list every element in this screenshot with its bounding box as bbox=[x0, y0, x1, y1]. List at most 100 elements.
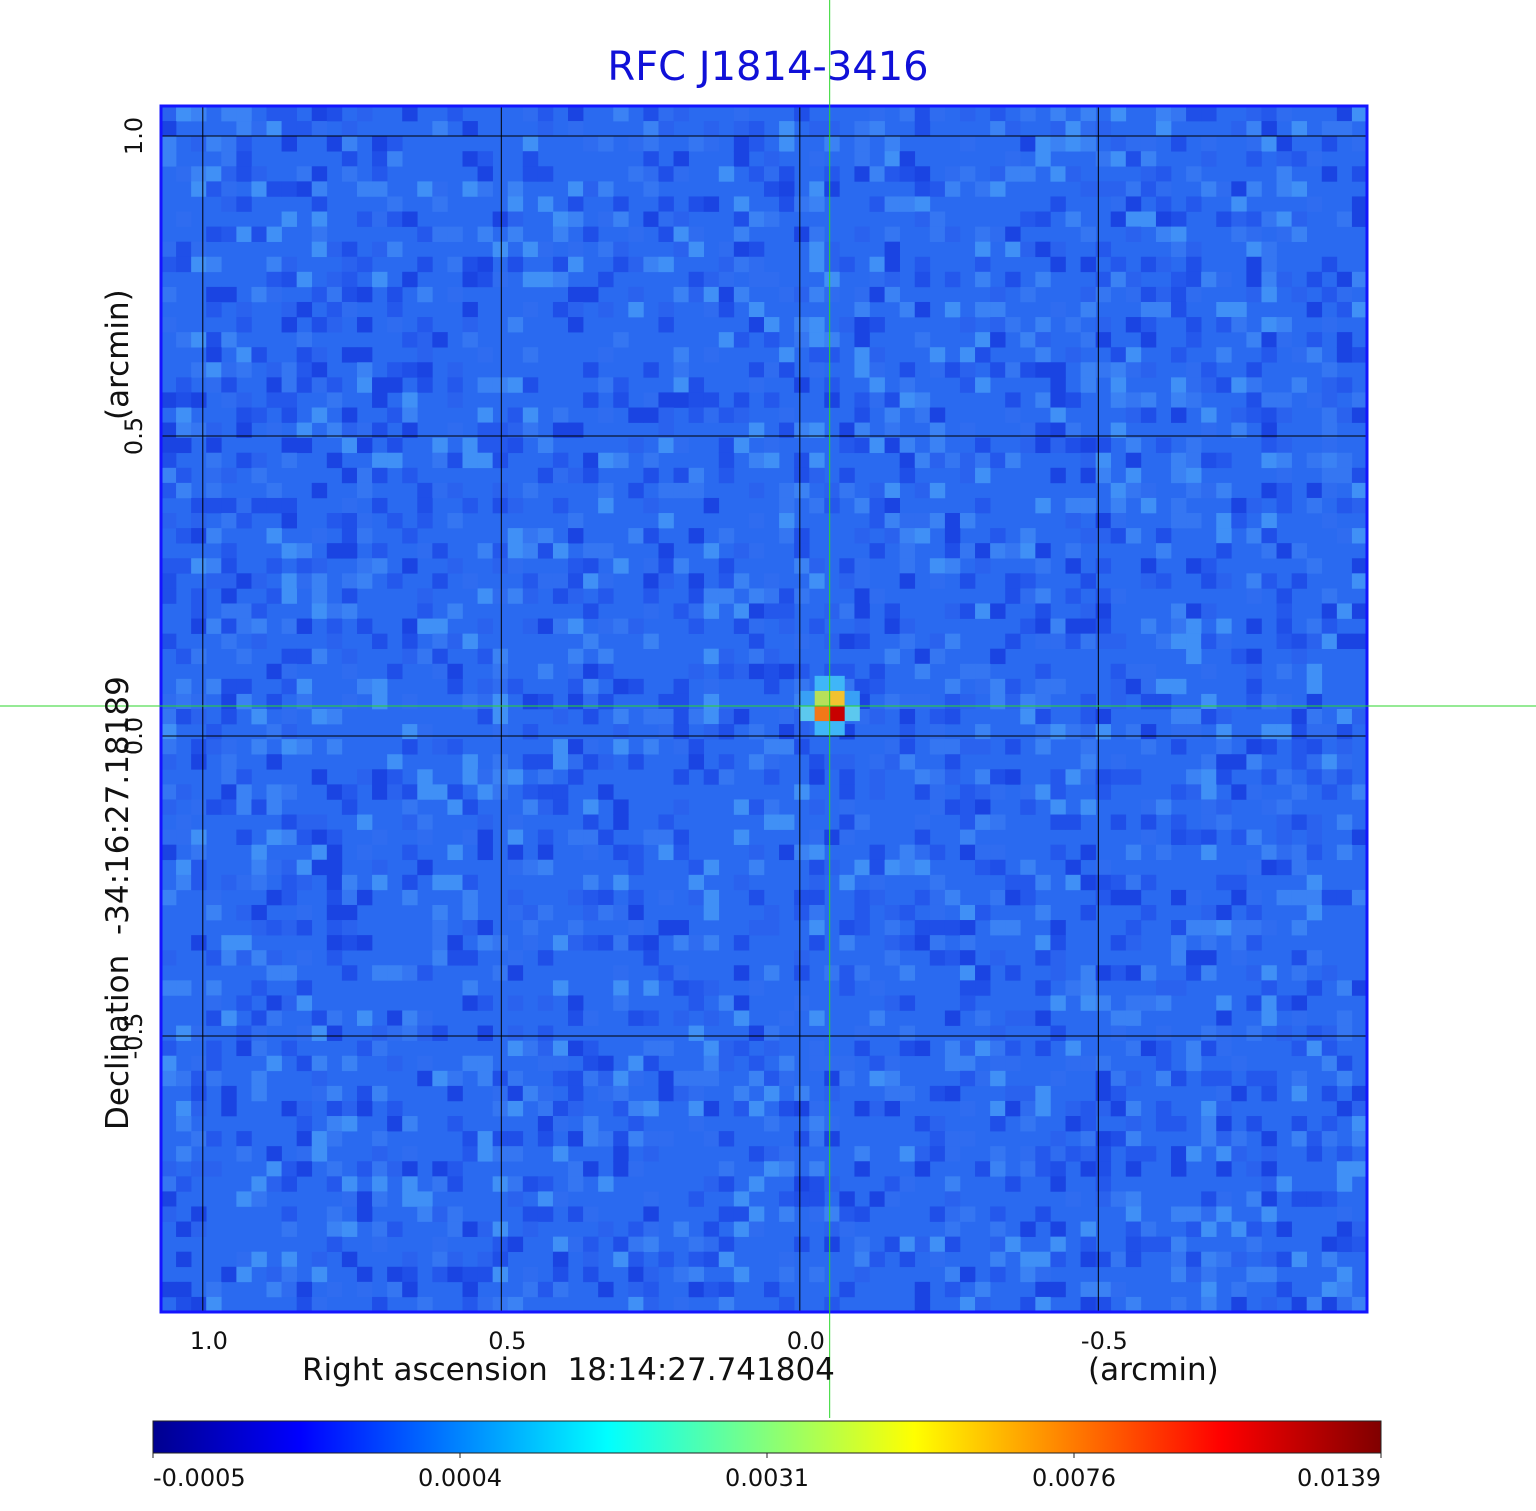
heatmap-cell bbox=[552, 588, 569, 604]
heatmap-cell bbox=[206, 377, 222, 393]
heatmap-cell bbox=[296, 1025, 313, 1041]
heatmap-cell bbox=[824, 1296, 840, 1313]
heatmap-cell bbox=[779, 1055, 795, 1072]
heatmap-cell bbox=[1336, 301, 1353, 318]
heatmap-cell bbox=[402, 784, 418, 800]
heatmap-cell bbox=[387, 437, 403, 454]
heatmap-cell bbox=[191, 558, 207, 574]
heatmap-cell bbox=[929, 226, 946, 242]
heatmap-cell bbox=[402, 422, 418, 438]
heatmap-cell bbox=[914, 106, 931, 122]
heatmap-cell bbox=[417, 362, 433, 378]
heatmap-cell bbox=[1050, 935, 1066, 951]
heatmap-cell bbox=[568, 935, 584, 951]
heatmap-cell bbox=[583, 1266, 599, 1283]
heatmap-cell bbox=[764, 588, 780, 604]
heatmap-cell bbox=[688, 1085, 705, 1102]
heatmap-cell bbox=[854, 151, 870, 167]
heatmap-cell bbox=[1276, 407, 1292, 423]
heatmap-cell bbox=[1020, 874, 1036, 891]
heatmap-cell bbox=[1125, 211, 1142, 227]
heatmap-cell bbox=[1291, 181, 1308, 197]
heatmap-cell bbox=[733, 1010, 750, 1026]
heatmap-cell bbox=[221, 618, 237, 634]
heatmap-cell bbox=[583, 814, 599, 830]
heatmap-cell bbox=[899, 362, 916, 378]
heatmap-cell bbox=[1201, 814, 1217, 830]
heatmap-cell bbox=[1035, 136, 1051, 152]
heatmap-cell bbox=[568, 467, 584, 484]
heatmap-cell bbox=[914, 452, 931, 469]
heatmap-cell bbox=[311, 859, 328, 876]
heatmap-cell bbox=[251, 799, 267, 815]
heatmap-cell bbox=[779, 136, 795, 152]
heatmap-cell bbox=[628, 301, 644, 318]
heatmap-cell bbox=[1171, 226, 1187, 242]
heatmap-cell bbox=[1201, 1296, 1217, 1313]
heatmap-cell bbox=[975, 769, 991, 785]
heatmap-cell bbox=[899, 573, 916, 589]
heatmap-cell bbox=[929, 1236, 946, 1253]
heatmap-cell bbox=[914, 1236, 931, 1253]
heatmap-cell bbox=[507, 1070, 524, 1087]
heatmap-cell bbox=[839, 935, 855, 951]
heatmap-cell bbox=[1276, 588, 1292, 604]
heatmap-cell bbox=[1171, 1296, 1187, 1313]
heatmap-cell bbox=[899, 995, 916, 1011]
heatmap-cell bbox=[1110, 377, 1127, 393]
heatmap-cell bbox=[492, 709, 509, 725]
heatmap-cell bbox=[492, 678, 509, 695]
heatmap-cell bbox=[266, 286, 282, 303]
heatmap-cell bbox=[206, 497, 222, 514]
heatmap-cell bbox=[1140, 497, 1157, 514]
heatmap-cell bbox=[356, 814, 373, 830]
heatmap-cell bbox=[929, 558, 946, 574]
heatmap-cell bbox=[341, 1221, 358, 1237]
heatmap-cell bbox=[764, 965, 780, 981]
heatmap-cell bbox=[1261, 980, 1277, 996]
heatmap-cell bbox=[417, 1025, 433, 1041]
heatmap-cell bbox=[1336, 377, 1353, 393]
heatmap-cell bbox=[854, 317, 870, 333]
heatmap-cell bbox=[417, 317, 433, 333]
heatmap-cell bbox=[1291, 920, 1308, 936]
heatmap-cell bbox=[613, 814, 629, 830]
heatmap-cell bbox=[341, 422, 358, 438]
heatmap-cell bbox=[462, 437, 478, 454]
heatmap-cell bbox=[1246, 965, 1262, 981]
heatmap-cell bbox=[417, 482, 433, 499]
heatmap-cell bbox=[748, 422, 765, 438]
heatmap-cell bbox=[1065, 1100, 1081, 1117]
heatmap-cell bbox=[628, 889, 644, 906]
heatmap-cell bbox=[372, 1146, 388, 1162]
heatmap-cell bbox=[1351, 889, 1368, 906]
heatmap-cell bbox=[1155, 528, 1172, 544]
heatmap-cell bbox=[161, 1040, 177, 1057]
heatmap-cell bbox=[959, 573, 976, 589]
heatmap-cell bbox=[236, 166, 252, 182]
heatmap-cell bbox=[191, 1131, 207, 1147]
heatmap-cell bbox=[1020, 1221, 1036, 1237]
heatmap-cell bbox=[311, 603, 328, 619]
heatmap-cell bbox=[944, 799, 961, 815]
heatmap-cell bbox=[824, 754, 840, 770]
heatmap-cell bbox=[537, 106, 554, 122]
heatmap-cell bbox=[1125, 1251, 1142, 1268]
heatmap-cell bbox=[402, 1161, 418, 1177]
heatmap-cell bbox=[1276, 844, 1292, 861]
heatmap-cell bbox=[311, 769, 328, 785]
heatmap-cell bbox=[673, 709, 689, 725]
heatmap-cell bbox=[417, 543, 433, 559]
heatmap-cell bbox=[236, 497, 252, 514]
heatmap-cell bbox=[673, 558, 689, 574]
heatmap-cell bbox=[1005, 226, 1021, 242]
heatmap-cell bbox=[1125, 1161, 1142, 1177]
heatmap-cell bbox=[794, 784, 810, 800]
heatmap-cell bbox=[688, 739, 705, 755]
heatmap-cell bbox=[447, 844, 463, 861]
heatmap-cell bbox=[568, 618, 584, 634]
heatmap-cell bbox=[613, 558, 629, 574]
heatmap-cell bbox=[1291, 573, 1308, 589]
heatmap-cell bbox=[1125, 271, 1142, 288]
heatmap-cell bbox=[462, 452, 478, 469]
